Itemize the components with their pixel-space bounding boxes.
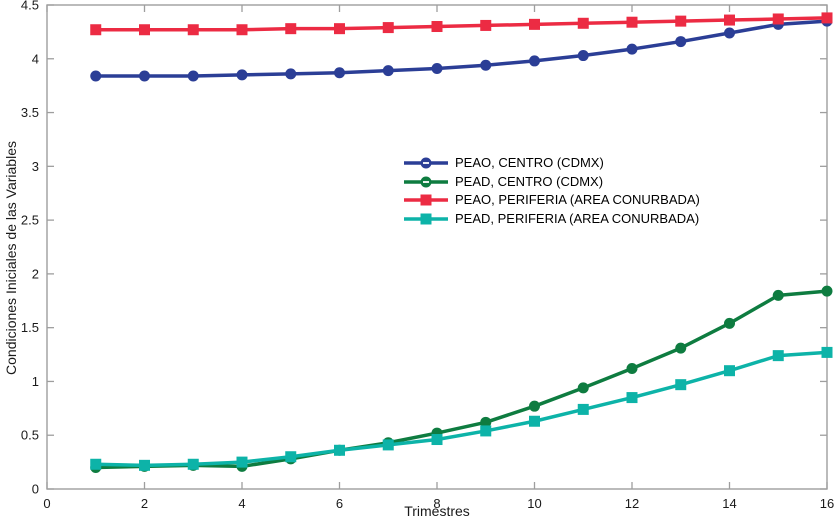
marker-square-pead-periferia-area-conurbada <box>382 439 394 451</box>
marker-square-pead-periferia-area-conurbada <box>139 459 150 471</box>
x-tick-label: 2 <box>141 496 148 511</box>
marker-square-pead-periferia-area-conurbada <box>724 365 735 377</box>
marker-square-peao-periferia-area-conurbada <box>187 24 199 36</box>
marker-circle-peao-centro-cdmx <box>626 43 638 55</box>
legend-item-pead-periferia-area-conurbada: PEAD, PERIFERIA (AREA CONURBADA) <box>404 210 700 226</box>
marker-circle-peao-centro-cdmx <box>382 65 394 77</box>
marker-circle-pead-centro-cdmx <box>772 289 784 301</box>
marker-square-pead-periferia-area-conurbada <box>480 425 492 437</box>
marker-square-peao-periferia-area-conurbada <box>139 24 150 36</box>
x-tick-label: 14 <box>722 496 736 511</box>
y-tick-label: 3.5 <box>21 105 39 120</box>
marker-square-pead-periferia-area-conurbada <box>772 350 784 362</box>
marker-square-peao-periferia-area-conurbada <box>772 13 784 25</box>
x-tick-label: 0 <box>43 496 50 511</box>
marker-square-peao-periferia-area-conurbada <box>724 14 735 26</box>
series-line-peao-periferia-area-conurbada <box>94 16 829 32</box>
marker-circle-peao-centro-cdmx <box>334 67 345 79</box>
legend-item-peao-centro-cdmx: PEAO, CENTRO (CDMX) <box>404 156 700 170</box>
marker-square-pead-periferia-area-conurbada <box>626 392 638 404</box>
y-tick-label: 0.5 <box>21 428 39 443</box>
marker-square-peao-periferia-area-conurbada <box>529 18 540 30</box>
legend-circle-marker-icon <box>404 157 448 169</box>
x-tick-label: 16 <box>820 496 834 511</box>
marker-circle-peao-centro-cdmx <box>187 70 199 82</box>
legend-label: PEAO, CENTRO (CDMX) <box>455 155 604 170</box>
marker-circle-peao-centro-cdmx <box>90 70 102 82</box>
legend-circle-marker-icon <box>404 176 448 188</box>
marker-circle-peao-centro-cdmx <box>480 59 492 71</box>
marker-square-peao-periferia-area-conurbada <box>626 16 638 28</box>
y-tick-label: 2 <box>32 266 39 281</box>
marker-square-peao-periferia-area-conurbada <box>821 12 833 24</box>
marker-square-peao-periferia-area-conurbada <box>334 23 345 35</box>
marker-circle-peao-centro-cdmx <box>285 68 297 80</box>
legend-label: PEAO, PERIFERIA (AREA CONURBADA) <box>455 192 700 208</box>
marker-circle-pead-centro-cdmx <box>577 382 589 394</box>
legend-square-marker-icon <box>404 213 448 225</box>
marker-square-pead-periferia-area-conurbada <box>431 434 443 446</box>
x-axis-label: Trimestres <box>404 503 470 519</box>
marker-square-pead-periferia-area-conurbada <box>675 379 687 391</box>
y-tick-label: 4.5 <box>21 0 39 13</box>
marker-circle-peao-centro-cdmx <box>724 27 735 39</box>
marker-square-pead-periferia-area-conurbada <box>821 346 833 358</box>
marker-square-pead-periferia-area-conurbada <box>187 458 199 470</box>
marker-square-peao-periferia-area-conurbada <box>285 23 297 35</box>
legend-item-peao-periferia-area-conurbada: PEAO, PERIFERIA (AREA CONURBADA) <box>404 193 700 207</box>
y-axis-label: Condiciones Iniciales de las Variables <box>3 141 19 375</box>
x-tick-label: 6 <box>336 496 343 511</box>
marker-circle-peao-centro-cdmx <box>236 69 248 81</box>
marker-square-peao-periferia-area-conurbada <box>382 22 394 34</box>
marker-square-peao-periferia-area-conurbada <box>675 15 687 27</box>
marker-square-peao-periferia-area-conurbada <box>431 21 443 33</box>
marker-square-pead-periferia-area-conurbada <box>236 456 248 468</box>
marker-square-peao-periferia-area-conurbada <box>480 19 492 31</box>
x-tick-label: 8 <box>433 496 440 511</box>
series-line-peao-centro-cdmx <box>94 19 829 78</box>
marker-circle-peao-centro-cdmx <box>529 55 540 67</box>
marker-circle-peao-centro-cdmx <box>431 62 443 74</box>
marker-circle-pead-centro-cdmx <box>529 400 540 412</box>
marker-circle-peao-centro-cdmx <box>577 50 589 62</box>
marker-square-pead-periferia-area-conurbada <box>90 458 102 470</box>
marker-circle-pead-centro-cdmx <box>626 363 638 375</box>
marker-square-pead-periferia-area-conurbada <box>334 444 345 456</box>
legend: PEAO, CENTRO (CDMX) PEAD, CENTRO (CDMX) PE… <box>404 156 700 230</box>
marker-square-peao-periferia-area-conurbada <box>90 24 102 36</box>
marker-square-pead-periferia-area-conurbada <box>285 451 297 463</box>
marker-circle-pead-centro-cdmx <box>675 342 687 354</box>
legend-square-marker-icon <box>404 194 448 206</box>
y-tick-label: 1.5 <box>21 320 39 335</box>
legend-label: PEAD, CENTRO (CDMX) <box>455 173 604 189</box>
series-line-pead-centro-cdmx <box>94 289 829 470</box>
y-tick-label: 2.5 <box>21 213 39 228</box>
y-tick-label: 3 <box>32 159 39 174</box>
x-tick-label: 10 <box>527 496 541 511</box>
series-line-pead-periferia-area-conurbada <box>94 350 829 468</box>
legend-label: PEAD, PERIFERIA (AREA CONURBADA) <box>455 210 700 226</box>
marker-circle-pead-centro-cdmx <box>724 317 735 329</box>
marker-square-pead-periferia-area-conurbada <box>529 415 540 427</box>
marker-circle-pead-centro-cdmx <box>480 416 492 428</box>
marker-square-pead-periferia-area-conurbada <box>577 403 589 415</box>
x-tick-label: 12 <box>625 496 639 511</box>
marker-square-peao-periferia-area-conurbada <box>577 17 589 29</box>
marker-circle-peao-centro-cdmx <box>139 70 150 82</box>
y-tick-label: 1 <box>32 374 39 389</box>
marker-circle-peao-centro-cdmx <box>675 36 687 48</box>
marker-circle-pead-centro-cdmx <box>821 285 833 297</box>
y-tick-label: 0 <box>32 482 39 497</box>
y-tick-label: 4 <box>32 51 39 66</box>
x-tick-label: 4 <box>238 496 245 511</box>
legend-item-pead-centro-cdmx: PEAD, CENTRO (CDMX) <box>404 173 700 189</box>
marker-square-peao-periferia-area-conurbada <box>236 24 248 36</box>
